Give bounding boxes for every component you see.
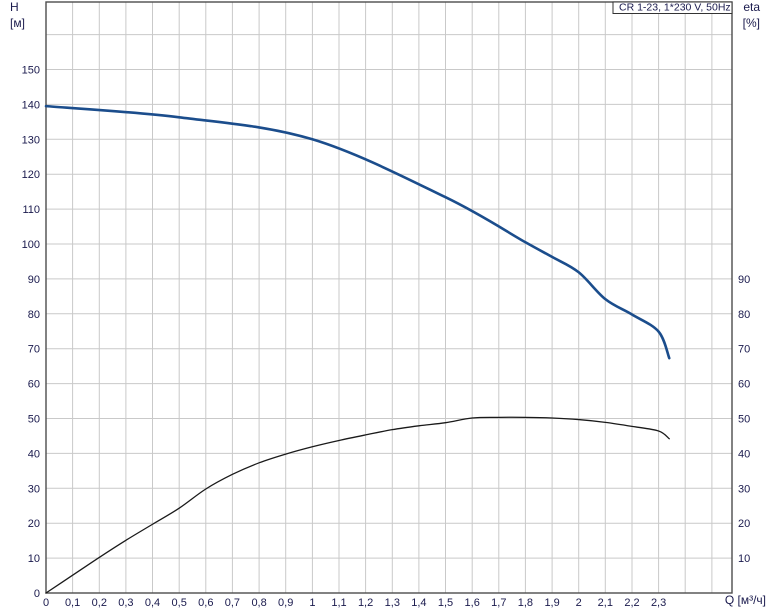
svg-text:1,8: 1,8 [518,597,533,609]
svg-text:H: H [10,0,19,14]
svg-text:70: 70 [28,344,40,356]
svg-text:1,3: 1,3 [385,597,400,609]
svg-text:2,1: 2,1 [598,597,613,609]
svg-text:0,8: 0,8 [251,597,266,609]
svg-text:0,2: 0,2 [92,597,107,609]
svg-text:20: 20 [28,518,40,530]
svg-text:2,2: 2,2 [624,597,639,609]
svg-text:90: 90 [738,274,750,286]
svg-text:1,2: 1,2 [358,597,373,609]
svg-text:1,4: 1,4 [411,597,426,609]
svg-text:1: 1 [309,597,315,609]
svg-text:2,3: 2,3 [651,597,666,609]
svg-text:40: 40 [28,448,40,460]
svg-text:1,9: 1,9 [544,597,559,609]
svg-text:2: 2 [576,597,582,609]
svg-text:CR 1-23, 1*230 V, 50Hz: CR 1-23, 1*230 V, 50Hz [619,2,731,14]
svg-text:[%]: [%] [743,16,760,30]
svg-text:120: 120 [22,169,40,181]
svg-text:110: 110 [22,204,40,216]
svg-text:0,5: 0,5 [172,597,187,609]
svg-text:10: 10 [738,553,750,565]
svg-text:70: 70 [738,344,750,356]
svg-text:Q [м³/ч]: Q [м³/ч] [725,593,766,607]
svg-text:0: 0 [43,597,49,609]
svg-text:0: 0 [34,588,40,600]
svg-text:30: 30 [28,483,40,495]
svg-text:50: 50 [738,414,750,426]
svg-text:10: 10 [28,553,40,565]
svg-text:90: 90 [28,274,40,286]
svg-text:50: 50 [28,414,40,426]
svg-text:1,1: 1,1 [331,597,346,609]
svg-text:40: 40 [738,448,750,460]
svg-text:80: 80 [738,309,750,321]
svg-text:[м]: [м] [10,16,25,30]
svg-text:eta: eta [743,0,760,14]
svg-text:60: 60 [738,379,750,391]
svg-text:30: 30 [738,483,750,495]
svg-text:0,4: 0,4 [145,597,160,609]
svg-text:0,6: 0,6 [198,597,213,609]
svg-text:20: 20 [738,518,750,530]
svg-text:0,1: 0,1 [65,597,80,609]
svg-text:80: 80 [28,309,40,321]
svg-text:1,7: 1,7 [491,597,506,609]
svg-text:140: 140 [22,99,40,111]
svg-text:150: 150 [22,65,40,77]
svg-text:60: 60 [28,379,40,391]
svg-text:0,9: 0,9 [278,597,293,609]
svg-text:0,3: 0,3 [118,597,133,609]
svg-text:100: 100 [22,239,40,251]
svg-text:1,5: 1,5 [438,597,453,609]
svg-text:130: 130 [22,134,40,146]
svg-text:0,7: 0,7 [225,597,240,609]
svg-text:1,6: 1,6 [465,597,480,609]
